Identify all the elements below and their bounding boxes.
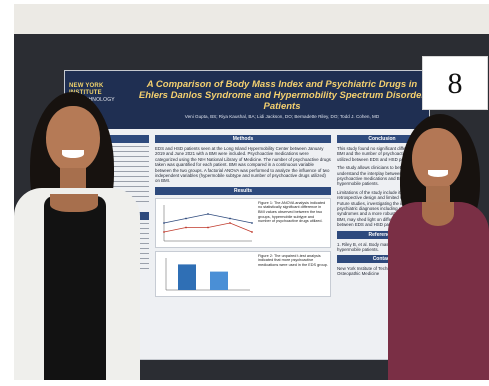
poster-session-photo: NEW YORK INSTITUTE OF TECHNOLOGY A Compa… <box>14 4 489 380</box>
figure-1-point-0-2 <box>207 212 209 215</box>
conclusion-text-1: This study found no significant differen… <box>337 146 422 162</box>
references-text: 1. Riley B, et al. Body mass index in hy… <box>337 241 408 253</box>
figure-1-point-1-2 <box>207 226 209 229</box>
contact-text: New York Institute of Technology College… <box>337 265 422 276</box>
person-right-face <box>412 128 462 190</box>
figure-2-bar-1 <box>210 271 228 290</box>
poster-title-line-1: A Comparison of Body Mass Index and Psyc… <box>146 79 418 90</box>
figure-1-point-1-3 <box>229 221 231 224</box>
logo-line-1: NEW YORK INSTITUTE <box>69 83 104 96</box>
person-left <box>14 92 144 380</box>
person-left-top <box>44 196 106 380</box>
poster-title-line-2: Ehlers Danlos Syndrome and Hypermobility… <box>138 90 426 112</box>
person-right-neckline <box>422 202 454 226</box>
poster-title: A Comparison of Body Mass Index and Psyc… <box>137 79 427 112</box>
methods-text: EDS and HSD patients seen at the Long Is… <box>155 146 331 184</box>
conclusion-text-2: The study allows clinicians to better un… <box>337 165 410 187</box>
person-right-dress <box>388 202 489 380</box>
person-right-smile <box>428 170 448 177</box>
figure-1-caption: Figure 1: The ANOVA analysis indicated n… <box>258 200 326 224</box>
results-heading: Results <box>155 186 331 195</box>
figure-2: Figure 2: The unpaired t-test analysis i… <box>155 250 331 297</box>
figure-2-bar-chart <box>156 251 256 296</box>
poster-middle-column: Methods EDS and HSD patients seen at the… <box>155 135 331 300</box>
person-right <box>378 114 489 380</box>
figure-1-line-chart <box>156 198 256 247</box>
methods-heading: Methods <box>155 135 331 143</box>
person-left-neckline <box>50 194 98 212</box>
figure-1-point-0-1 <box>185 217 187 220</box>
person-left-face <box>46 106 100 172</box>
poster-right-column: Conclusion This study found no significa… <box>337 135 427 276</box>
figure-2-caption: Figure 2: The unpaired t-test analysis i… <box>258 253 328 268</box>
poster-header: NEW YORK INSTITUTE OF TECHNOLOGY A Compa… <box>65 71 429 129</box>
person-left-smile <box>62 150 84 158</box>
references-heading: References <box>337 230 427 239</box>
figure-1-point-1-4 <box>251 230 253 233</box>
limitations-text: Limitations of the study include its ret… <box>337 189 427 228</box>
research-poster: NEW YORK INSTITUTE OF TECHNOLOGY A Compa… <box>64 70 430 360</box>
poster-authors: Veni Gupta, BS; Riya Kaushal, BA; Lidi J… <box>184 114 380 119</box>
figure-1-point-0-4 <box>251 221 253 224</box>
figure-1: Figure 1: The ANOVA analysis indicated n… <box>155 197 331 248</box>
contact-heading: Contact <box>337 254 427 263</box>
figure-1-background <box>156 198 256 247</box>
figure-2-bar-0 <box>178 264 196 290</box>
figure-2-background <box>156 251 256 296</box>
figure-1-point-0-0 <box>163 221 165 224</box>
poster-number-placard: 8 <box>422 56 488 110</box>
figure-1-point-1-0 <box>163 230 165 233</box>
figure-1-point-1-1 <box>185 226 187 229</box>
conclusion-heading: Conclusion <box>337 135 427 143</box>
figure-1-point-0-3 <box>229 217 231 220</box>
